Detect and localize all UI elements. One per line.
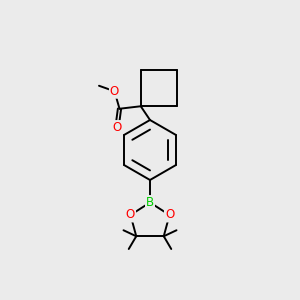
Text: O: O <box>110 85 119 98</box>
Text: O: O <box>126 208 135 221</box>
Text: O: O <box>112 121 122 134</box>
Text: O: O <box>165 208 174 221</box>
Text: B: B <box>146 196 154 209</box>
